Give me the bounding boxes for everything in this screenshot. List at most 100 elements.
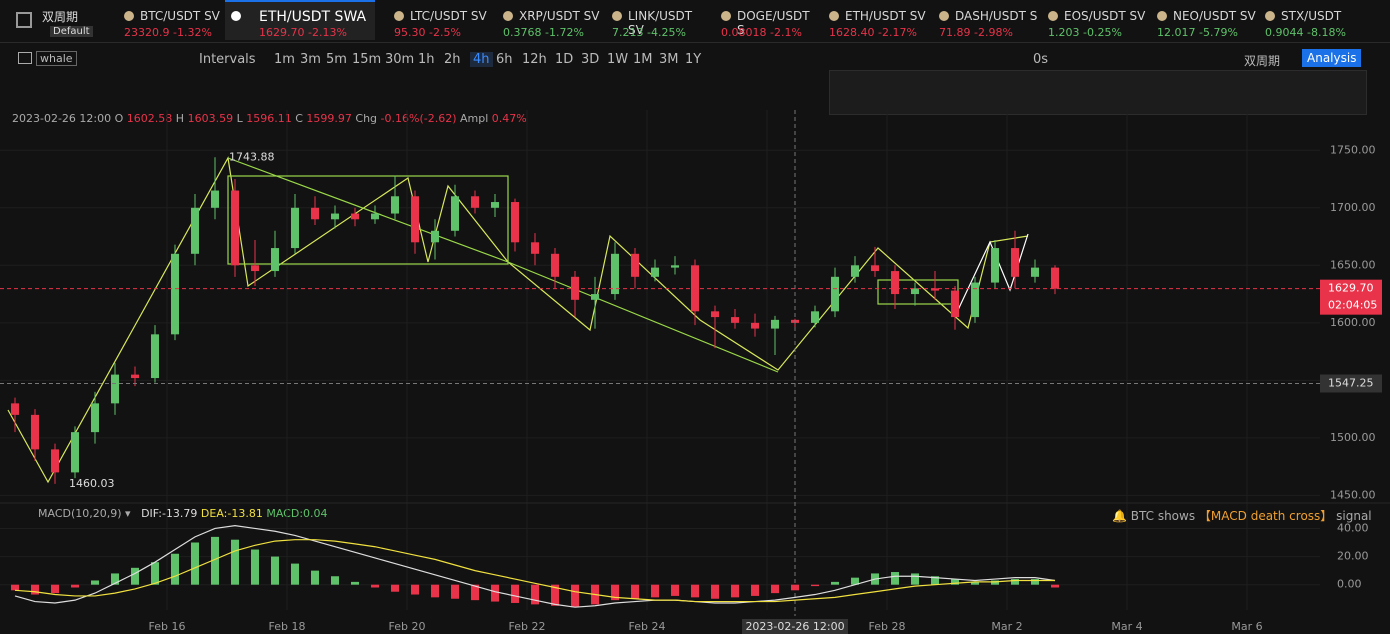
interval[interactable]: 3M xyxy=(659,52,679,67)
macd-bar xyxy=(831,581,839,585)
tab[interactable]: LINK/USDT SV 7.213 -4.25% xyxy=(606,0,711,40)
legend-high: 1603.59 xyxy=(187,112,234,125)
tab[interactable]: XRP/USDT SV 0.3768 -1.72% xyxy=(497,0,602,40)
interval[interactable]: 6h xyxy=(496,52,513,67)
grid xyxy=(0,110,1320,610)
analysis-button[interactable]: Analysis xyxy=(1302,49,1362,67)
candle-body xyxy=(251,265,259,272)
y-tick-label: 1550.00 xyxy=(1330,373,1376,386)
tab-change: -2.1% xyxy=(770,26,802,39)
macd-bar xyxy=(291,563,299,585)
candle-body xyxy=(611,253,619,295)
tab-price: 95.30 -2.5% xyxy=(394,26,461,39)
layout-icon[interactable] xyxy=(16,12,32,28)
interval[interactable]: 1W xyxy=(607,52,629,67)
candle-body xyxy=(551,253,559,277)
tab-price: 71.89 -2.98% xyxy=(939,26,1013,39)
candle-body xyxy=(711,311,719,318)
user-drawings xyxy=(7,156,1029,484)
interval[interactable]: 1M xyxy=(633,52,653,67)
candle-body xyxy=(991,248,999,283)
candle-body xyxy=(351,213,359,220)
indicator-chip[interactable]: whale xyxy=(36,51,77,66)
y-tick-label: 20.00 xyxy=(1337,550,1369,563)
macd-bar xyxy=(551,584,559,606)
countdown: 02:04:05 xyxy=(1328,299,1377,312)
macd-bar xyxy=(391,584,399,592)
interval[interactable]: 15m xyxy=(352,52,382,67)
alert[interactable]: 🔔 BTC shows 【MACD death cross】 signal xyxy=(1112,509,1372,523)
macd-bar xyxy=(271,556,279,585)
candle-body xyxy=(751,322,759,329)
x-tick-label: Feb 18 xyxy=(269,620,306,633)
intervals-menu[interactable]: Intervals xyxy=(199,52,256,67)
tab[interactable]: LTC/USDT SV 95.30 -2.5% xyxy=(388,0,493,40)
candle-body xyxy=(411,196,419,243)
candle-body xyxy=(531,242,539,254)
tab[interactable]: DASH/USDT S 71.89 -2.98% xyxy=(933,0,1038,40)
candle-body xyxy=(651,267,659,277)
interval[interactable]: 1D xyxy=(555,52,574,67)
macd-bar xyxy=(191,542,199,585)
x-tick-label: Mar 6 xyxy=(1231,620,1262,633)
macd-bar xyxy=(331,576,339,585)
legend-o-label: O xyxy=(114,112,124,125)
divider xyxy=(0,42,1390,43)
macd-bar xyxy=(411,584,419,595)
tab[interactable]: ETH/USDT SV 1628.40 -2.17% xyxy=(823,0,928,40)
macd-bar xyxy=(311,570,319,585)
tab[interactable]: NEO/USDT SV 12.017 -5.79% xyxy=(1151,0,1256,40)
interval[interactable]: 5m xyxy=(326,52,347,67)
tab-price-value: 0.08018 xyxy=(721,26,767,39)
interval[interactable]: 2h xyxy=(444,52,461,67)
interval[interactable]: 3D xyxy=(581,52,600,67)
interval[interactable]: 3m xyxy=(300,52,321,67)
interval[interactable]: 1Y xyxy=(685,52,702,67)
tab-change: -2.13% xyxy=(308,26,347,39)
macd-bar xyxy=(851,577,859,585)
tab[interactable]: STX/USDT 0.9044 -8.18% xyxy=(1259,0,1364,40)
candle-body xyxy=(51,449,59,473)
macd-bar xyxy=(931,576,939,585)
candle-body xyxy=(91,403,99,433)
macd-bar xyxy=(351,581,359,585)
candle-body xyxy=(291,207,299,249)
tab-icon xyxy=(1048,11,1058,21)
chart-icon[interactable] xyxy=(18,52,32,64)
candle-body xyxy=(811,311,819,323)
tab-price-value: 7.213 xyxy=(612,26,644,39)
candle-body xyxy=(851,265,859,277)
tab-price-value: 12.017 xyxy=(1157,26,1196,39)
tab-price: 1628.40 -2.17% xyxy=(829,26,917,39)
crosshair-date-box xyxy=(742,619,848,634)
tab-name: NEO/USDT SV xyxy=(1173,9,1256,23)
interval[interactable]: 4h xyxy=(470,52,493,67)
interval[interactable]: 12h xyxy=(522,52,547,67)
macd-bar xyxy=(251,549,259,585)
macd-bar xyxy=(71,584,79,588)
candle-body xyxy=(1011,248,1019,277)
tab[interactable]: DOGE/USDT S 0.08018 -2.1% xyxy=(715,0,820,40)
x-tick-label: Feb 22 xyxy=(509,620,546,633)
macd-bar xyxy=(231,539,239,585)
tab[interactable]: ETH/USDT SWA 1629.70 -2.13% xyxy=(225,0,375,40)
candle-body xyxy=(151,334,159,379)
legend-open: 1602.58 xyxy=(126,112,173,125)
candle-body xyxy=(591,294,599,300)
tab[interactable]: EOS/USDT SV 1.203 -0.25% xyxy=(1042,0,1147,40)
tab-change: -0.25% xyxy=(1083,26,1122,39)
y-tick-label: 1500.00 xyxy=(1330,431,1376,444)
macd-bar xyxy=(91,580,99,585)
tab[interactable]: BTC/USDT SV 23320.9 -1.32% xyxy=(118,0,223,40)
interval[interactable]: 1m xyxy=(274,52,295,67)
tab-change: -1.32% xyxy=(173,26,212,39)
tab-price-value: 1.203 xyxy=(1048,26,1080,39)
x-tick-label: Feb 24 xyxy=(629,620,666,633)
interval[interactable]: 30m xyxy=(385,52,415,67)
candle-body xyxy=(511,202,519,243)
tab-change: -1.72% xyxy=(545,26,584,39)
layout-select[interactable]: 双周期 xyxy=(1244,54,1281,68)
interval[interactable]: 1h xyxy=(418,52,435,67)
candle-body xyxy=(271,248,279,272)
macd-bar xyxy=(51,584,59,594)
